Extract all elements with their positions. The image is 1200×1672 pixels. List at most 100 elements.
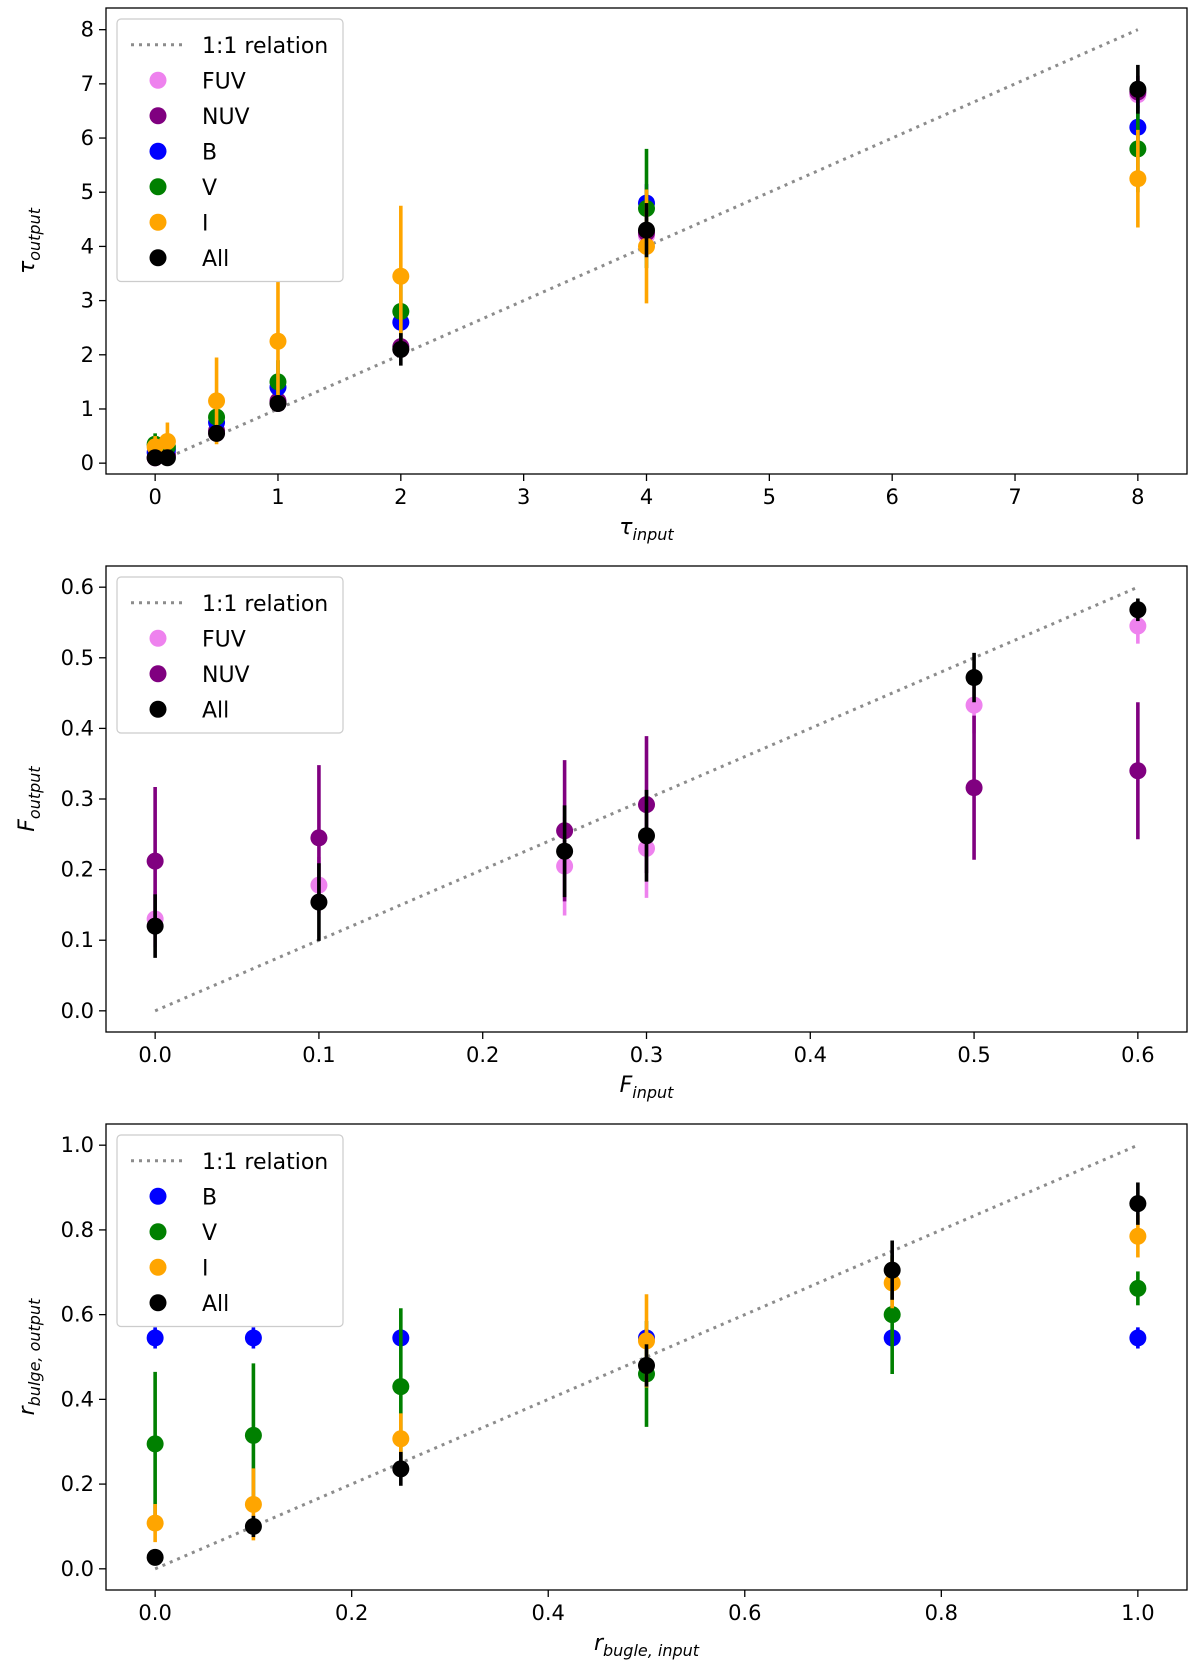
legend-label: V [202, 176, 217, 201]
legend-box [116, 18, 344, 283]
data-point [158, 432, 176, 450]
data-point [146, 449, 164, 467]
x-tick-label: 0.4 [794, 1043, 827, 1067]
x-tick-label: 0.2 [466, 1043, 499, 1067]
x-tick-label: 3 [517, 485, 530, 509]
data-point [244, 1329, 262, 1347]
data-point [965, 779, 983, 797]
data-point [1129, 762, 1147, 780]
y-tick-label: 1 [81, 397, 94, 421]
y-axis-label-base: F [15, 819, 40, 832]
legend-label: 1:1 relation [202, 1150, 328, 1175]
x-tick-label: 2 [394, 485, 407, 509]
legend-marker [149, 1258, 167, 1276]
y-axis-label-base: r [15, 1404, 40, 1415]
x-axis-label-base: F [620, 1073, 633, 1098]
series-all [146, 64, 1147, 467]
x-tick-label: 8 [1131, 485, 1144, 509]
y-tick-label: 0.6 [61, 1303, 94, 1327]
y-tick-label: 1.0 [61, 1133, 94, 1157]
data-point [392, 1460, 410, 1478]
data-point [146, 917, 164, 935]
legend-marker [149, 107, 167, 125]
data-point [965, 669, 983, 687]
y-tick-label: 0.2 [61, 1472, 94, 1496]
legend-marker [149, 629, 167, 647]
plot-frame [105, 1123, 1188, 1591]
data-point [392, 340, 410, 358]
data-point [269, 395, 287, 413]
data-point [146, 1435, 164, 1453]
data-point [638, 1356, 655, 1374]
series-all [146, 598, 1147, 958]
data-point [146, 1548, 164, 1566]
legend-marker [149, 71, 167, 89]
legend: 1:1 relation BVI All [116, 1134, 344, 1328]
x-axis-label-subscript: input [632, 1083, 674, 1102]
y-tick-label: 0.4 [61, 1387, 94, 1411]
y-tick-label: 3 [81, 289, 94, 313]
data-point [1129, 170, 1147, 188]
x-axis-label-base: r [594, 1631, 605, 1656]
one-to-one-relation-line [154, 1143, 1139, 1571]
y-tick-label: 0 [81, 451, 94, 475]
y-tick-label: 0.3 [61, 787, 94, 811]
data-point [392, 1430, 410, 1448]
data-point [965, 696, 983, 714]
legend-label: NUV [202, 105, 250, 130]
x-tick-label: 0.1 [302, 1043, 335, 1067]
x-tick-label: 0.6 [728, 1601, 761, 1625]
x-axis-label-base: τ [619, 515, 633, 540]
legend-marker [149, 249, 167, 267]
chart-rbulge: 0.0 0.2 0.4 0.6 0.8 1.00.00.20.40.60.81.0rbug… [15, 1123, 1188, 1660]
data-point [883, 1306, 901, 1324]
x-tick-label: 0 [148, 485, 161, 509]
legend-label: V [202, 1221, 217, 1246]
data-point [310, 893, 328, 911]
legend-label: FUV [202, 69, 246, 94]
x-tick-label: 0.2 [335, 1601, 368, 1625]
y-axis-label-subscript: output [25, 766, 44, 820]
legend: 1:1 relation FUV NUV BVI All [116, 18, 344, 283]
data-point [146, 852, 164, 870]
x-tick-label: 0.5 [957, 1043, 990, 1067]
y-tick-label: 5 [81, 180, 94, 204]
x-tick-label: 6 [885, 485, 898, 509]
legend: 1:1 relation FUV NUV All [116, 576, 344, 734]
y-tick-label: 8 [81, 18, 94, 42]
legend-label: All [202, 1292, 229, 1317]
legend-marker [149, 1294, 167, 1312]
data-point [310, 829, 328, 847]
x-axis-label: τinput [619, 515, 674, 544]
y-tick-label: 7 [81, 72, 94, 96]
data-point [1129, 1329, 1147, 1347]
legend-label: B [202, 1185, 217, 1210]
y-axis-label: τoutput [15, 207, 44, 274]
legend-label: I [202, 1256, 209, 1281]
legend-marker [149, 178, 167, 196]
x-tick-label: 0.3 [630, 1043, 663, 1067]
data-point [158, 449, 176, 467]
y-axis-label-subscript: output [25, 207, 44, 261]
x-axis-label: Finput [620, 1073, 675, 1102]
legend-marker [149, 1223, 167, 1241]
y-axis-label-base: τ [15, 260, 40, 274]
legend-label: All [202, 247, 229, 272]
data-point [392, 1378, 410, 1396]
x-tick-label: 4 [640, 485, 653, 509]
y-tick-label: 0.4 [61, 716, 94, 740]
data-point [146, 1329, 164, 1347]
data-point [1129, 80, 1147, 98]
x-tick-label: 1.0 [1121, 1601, 1154, 1625]
data-point [244, 1426, 262, 1444]
x-tick-label: 1 [271, 485, 284, 509]
data-point [1129, 1227, 1147, 1245]
data-point [1129, 617, 1147, 635]
y-tick-label: 0.8 [61, 1218, 94, 1242]
y-tick-label: 0.2 [61, 858, 94, 882]
legend-marker [149, 213, 167, 231]
y-tick-label: 0.6 [61, 575, 94, 599]
x-axis-label: rbugle, input [594, 1631, 700, 1660]
